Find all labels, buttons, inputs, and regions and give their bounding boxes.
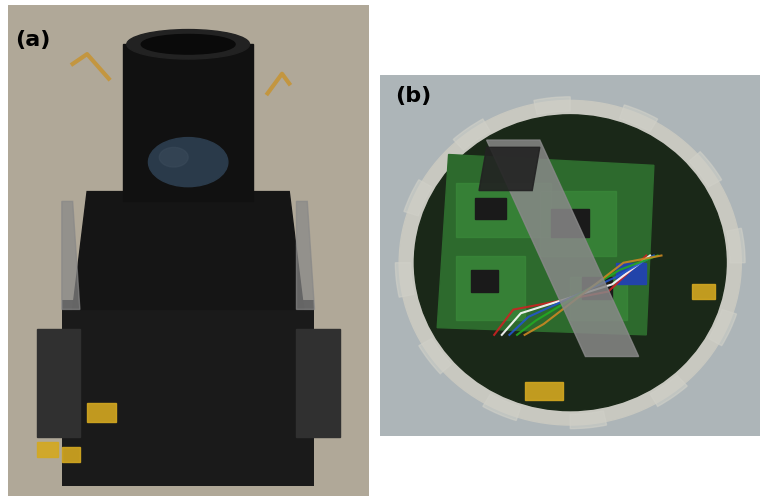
Wedge shape xyxy=(620,105,657,132)
Polygon shape xyxy=(437,154,654,335)
Ellipse shape xyxy=(415,115,726,411)
Ellipse shape xyxy=(137,128,239,196)
Polygon shape xyxy=(487,140,639,357)
Bar xyxy=(525,382,563,400)
Bar xyxy=(475,198,505,219)
Wedge shape xyxy=(689,152,722,187)
Wedge shape xyxy=(650,375,687,406)
Ellipse shape xyxy=(148,138,228,187)
Ellipse shape xyxy=(159,147,188,167)
Text: (a): (a) xyxy=(15,30,50,50)
Wedge shape xyxy=(727,228,745,263)
Wedge shape xyxy=(483,394,521,420)
Ellipse shape xyxy=(399,100,741,425)
Polygon shape xyxy=(73,191,303,310)
Wedge shape xyxy=(709,310,737,346)
Bar xyxy=(692,285,715,299)
Bar xyxy=(540,190,616,256)
Bar xyxy=(551,208,589,237)
Polygon shape xyxy=(296,201,315,310)
Wedge shape xyxy=(534,97,570,115)
Ellipse shape xyxy=(127,30,250,59)
Wedge shape xyxy=(570,411,607,429)
Text: (b): (b) xyxy=(396,86,432,106)
Bar xyxy=(123,44,253,201)
Bar xyxy=(61,300,315,486)
Wedge shape xyxy=(419,339,452,374)
Bar xyxy=(570,277,627,321)
Polygon shape xyxy=(61,201,80,310)
Bar xyxy=(296,329,339,437)
Wedge shape xyxy=(404,180,432,216)
Bar xyxy=(456,183,551,237)
Bar xyxy=(616,263,646,285)
Bar xyxy=(61,447,80,461)
Bar xyxy=(581,277,612,299)
Wedge shape xyxy=(453,119,491,150)
Bar xyxy=(37,442,58,457)
Bar xyxy=(472,270,498,292)
Bar xyxy=(87,403,116,422)
Wedge shape xyxy=(396,263,414,297)
Bar xyxy=(456,256,525,321)
Polygon shape xyxy=(479,147,540,190)
Ellipse shape xyxy=(141,35,235,54)
Bar xyxy=(37,329,80,437)
